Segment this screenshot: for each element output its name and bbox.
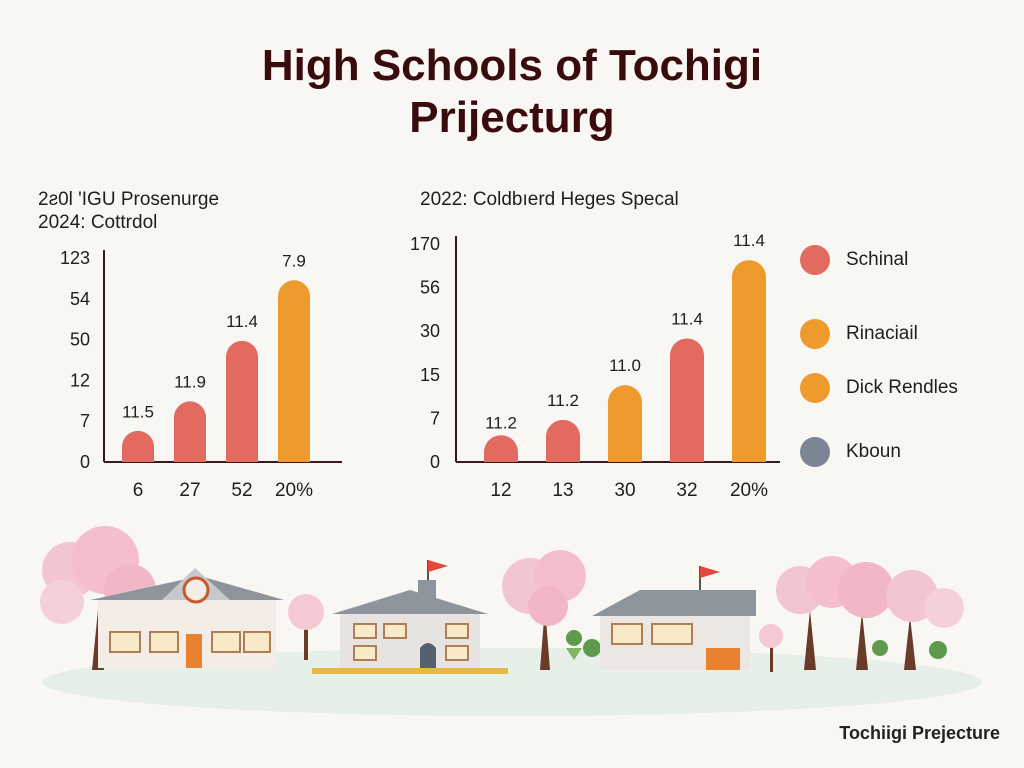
chart1-y-tick-label: 123 xyxy=(60,248,90,268)
chart1-data-label: 11.9 xyxy=(174,372,206,391)
chart1-x-tick-label: 6 xyxy=(133,480,144,501)
chart1-data-label: 11.4 xyxy=(226,312,258,331)
chart2-x-tick-label: 30 xyxy=(614,480,635,501)
cherry-trees-right xyxy=(759,556,964,672)
chart2-bar xyxy=(732,260,766,462)
cherry-tree-center xyxy=(502,550,586,670)
chart1-y-tick-label: 0 xyxy=(80,452,90,472)
chart2-x-tick-label: 13 xyxy=(552,480,573,501)
chart2-bar xyxy=(670,338,704,462)
legend-item-kboun: Kboun xyxy=(800,436,901,468)
bar-charts: 0 7 12 50 54 123 11.5 6 11.9 27 11.4 52 7.9 20% 0 7 15 30… xyxy=(60,231,780,501)
chart1-bar xyxy=(226,340,258,462)
chart1-x-tick-label: 20% xyxy=(275,480,313,501)
school-scenery-illustration xyxy=(40,526,982,716)
legend-item-schinal: Schinal xyxy=(800,244,908,276)
flag-icon xyxy=(428,560,448,572)
chart2-y-tick-label: 170 xyxy=(410,234,440,254)
legend-item-dick-rendles: Dick Rendles xyxy=(800,372,958,404)
chart1-bar xyxy=(278,280,310,462)
chart2-data-label: 11.4 xyxy=(733,231,765,250)
chart1-y-tick-label: 12 xyxy=(70,370,90,390)
chart2-data-label: 11.2 xyxy=(547,391,579,410)
title-line-1: High Schools of Tochigi xyxy=(261,41,763,90)
chart1-x-tick-label: 52 xyxy=(231,480,252,501)
chart1-x-tick-label: 27 xyxy=(179,480,200,501)
chart1-bar xyxy=(174,401,206,462)
chart2-x-tick-label: 20% xyxy=(730,480,768,501)
school-building-right xyxy=(592,566,756,670)
legend-swatch-3 xyxy=(800,437,830,467)
pine-trees xyxy=(566,630,601,660)
legend-swatch-0 xyxy=(800,245,830,275)
chart2-bar xyxy=(546,419,580,462)
chart2-y-tick-label: 56 xyxy=(420,278,440,298)
chart2-header: 2022: Coldbıerd Heges Specal xyxy=(420,189,679,210)
legend-label-1: Rinaciail xyxy=(846,323,918,344)
legend-swatch-2 xyxy=(800,373,830,403)
chart1-header-line1: 2ƨ0l 'IGU Prosenurge xyxy=(38,189,220,210)
chart2-data-label: 11.4 xyxy=(671,309,703,328)
title-line-2: Prijecturg xyxy=(409,93,615,142)
chart1-header: 2ƨ0l 'IGU Prosenurge 2024: Cottrdol xyxy=(38,188,219,234)
legend-label-2: Dick Rendles xyxy=(846,377,958,398)
chart2-bar xyxy=(608,385,642,462)
chart1-data-label: 11.5 xyxy=(122,403,154,422)
legend-label-3: Kboun xyxy=(846,441,901,462)
chart1-y-tick-label: 54 xyxy=(70,289,90,309)
chart2-data-label: 11.0 xyxy=(609,356,641,375)
legend-label-0: Schinal xyxy=(846,249,909,270)
chart2-y-tick-label: 0 xyxy=(430,452,440,472)
legend-swatch-1 xyxy=(800,319,830,349)
cherry-tree-small xyxy=(288,594,324,660)
chart1-bar xyxy=(122,430,154,462)
chart1-y-tick-label: 50 xyxy=(70,330,90,350)
school-building-center xyxy=(312,560,508,674)
chart2-x-tick-label: 12 xyxy=(490,480,511,501)
chart2-y-tick-label: 7 xyxy=(430,408,440,428)
footer-label: Tochiigi Prejecture xyxy=(839,723,1000,743)
chart1-header-line2: 2024: Cottrdol xyxy=(38,212,158,233)
school-building-left xyxy=(90,568,284,668)
chart2-y-tick-label: 30 xyxy=(420,321,440,341)
flag-icon xyxy=(700,566,720,578)
chart2-bar xyxy=(484,435,518,462)
legend-item-rinaciail: Rinaciail xyxy=(800,318,918,350)
chart1-y-tick-label: 7 xyxy=(80,411,90,431)
chart2-x-tick-label: 32 xyxy=(676,480,697,501)
chart1-data-label: 7.9 xyxy=(282,251,306,270)
page-title: High Schools of Tochigi Prijecturg xyxy=(0,40,1024,144)
chart2-data-label: 11.2 xyxy=(485,413,517,432)
chart2-y-tick-label: 15 xyxy=(420,365,440,385)
